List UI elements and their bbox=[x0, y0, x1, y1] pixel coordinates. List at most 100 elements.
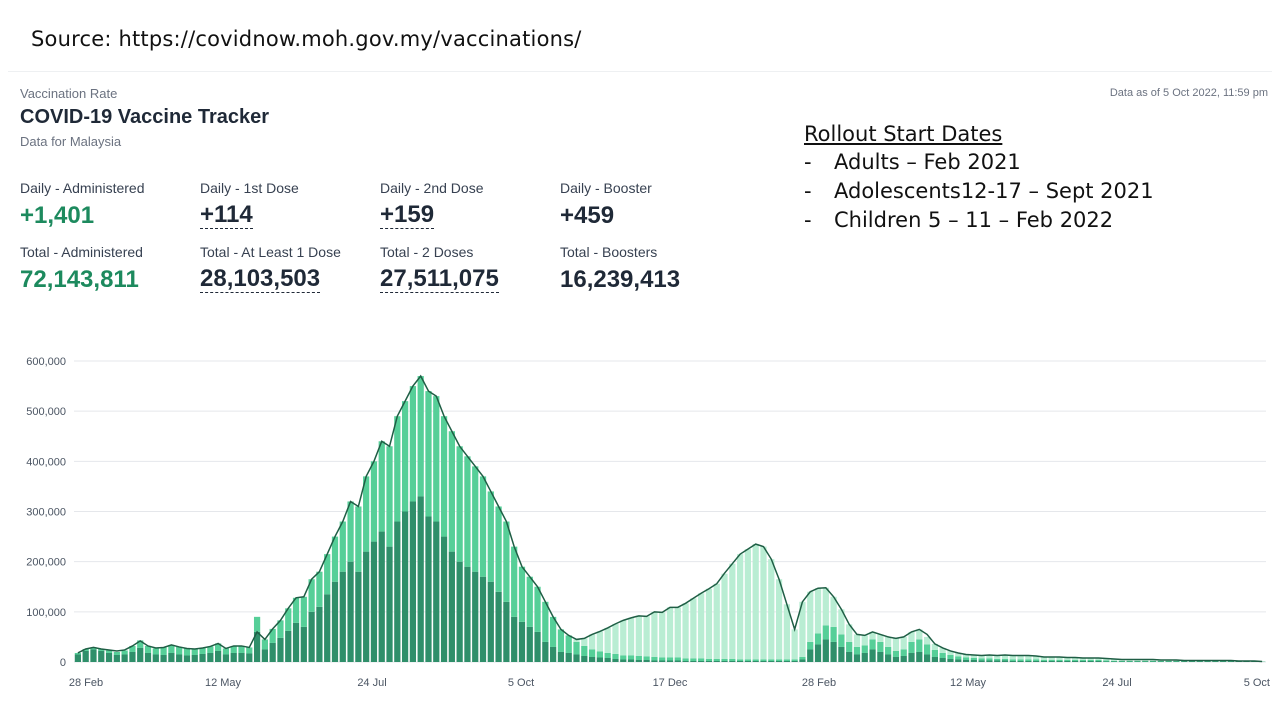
bar-dose2[interactable] bbox=[417, 376, 424, 497]
bar-dose1[interactable] bbox=[1001, 660, 1009, 663]
bar-dose1[interactable] bbox=[1181, 661, 1188, 663]
bar-dose1[interactable] bbox=[1087, 661, 1094, 662]
bar-dose2[interactable] bbox=[518, 566, 526, 622]
bar-dose1[interactable] bbox=[495, 591, 502, 662]
bar-dose1[interactable] bbox=[1048, 661, 1055, 662]
bar-booster[interactable] bbox=[853, 634, 861, 647]
bar-dose1[interactable] bbox=[1204, 661, 1211, 663]
bar-dose2[interactable] bbox=[370, 461, 378, 542]
bar-dose1[interactable] bbox=[1118, 661, 1125, 663]
bar-booster[interactable] bbox=[666, 607, 674, 658]
bar-dose1[interactable] bbox=[1149, 661, 1157, 663]
bar-dose2[interactable] bbox=[479, 476, 487, 577]
bar-dose2[interactable] bbox=[791, 659, 798, 661]
bar-booster[interactable] bbox=[604, 627, 611, 653]
bar-booster[interactable] bbox=[1072, 657, 1079, 660]
bar-dose2[interactable] bbox=[1157, 661, 1164, 662]
bar-dose1[interactable] bbox=[355, 571, 362, 662]
bar-dose1[interactable] bbox=[518, 621, 526, 662]
bar-dose1[interactable] bbox=[417, 496, 424, 662]
bar-dose2[interactable] bbox=[526, 576, 533, 627]
bar-dose2[interactable] bbox=[487, 491, 494, 582]
bar-dose1[interactable] bbox=[300, 626, 307, 662]
bar-dose1[interactable] bbox=[160, 654, 167, 662]
bar-dose1[interactable] bbox=[822, 639, 829, 662]
bar-dose1[interactable] bbox=[253, 631, 261, 662]
bar-dose2[interactable] bbox=[698, 658, 705, 661]
bar-dose1[interactable] bbox=[370, 541, 378, 662]
bar-dose2[interactable] bbox=[347, 501, 354, 562]
bar-booster[interactable] bbox=[838, 609, 845, 635]
bar-dose1[interactable] bbox=[846, 651, 853, 662]
bar-dose2[interactable] bbox=[137, 640, 144, 648]
bar-dose2[interactable] bbox=[503, 521, 510, 602]
bar-booster[interactable] bbox=[791, 629, 798, 660]
bar-dose1[interactable] bbox=[627, 659, 635, 662]
bar-booster[interactable] bbox=[970, 654, 977, 658]
bar-dose2[interactable] bbox=[830, 626, 837, 642]
bar-dose2[interactable] bbox=[822, 625, 829, 640]
bar-dose2[interactable] bbox=[1087, 659, 1094, 661]
bar-booster[interactable] bbox=[908, 631, 915, 642]
bar-dose1[interactable] bbox=[698, 661, 705, 662]
bar-dose1[interactable] bbox=[596, 657, 603, 662]
bar-dose1[interactable] bbox=[916, 651, 923, 662]
bar-dose2[interactable] bbox=[199, 647, 206, 654]
bar-dose2[interactable] bbox=[565, 635, 572, 653]
bar-dose2[interactable] bbox=[285, 608, 292, 631]
bar-dose1[interactable] bbox=[503, 601, 510, 662]
bar-dose2[interactable] bbox=[324, 554, 331, 595]
bar-dose1[interactable] bbox=[292, 622, 300, 662]
bar-dose1[interactable] bbox=[277, 637, 284, 662]
bar-dose2[interactable] bbox=[1173, 661, 1180, 662]
bar-dose1[interactable] bbox=[900, 655, 907, 662]
bar-booster[interactable] bbox=[1001, 654, 1009, 659]
bar-dose1[interactable] bbox=[534, 631, 541, 662]
bar-dose1[interactable] bbox=[511, 616, 518, 662]
bar-dose1[interactable] bbox=[674, 660, 681, 663]
bar-dose1[interactable] bbox=[737, 661, 744, 662]
bar-dose2[interactable] bbox=[448, 431, 455, 552]
bar-booster[interactable] bbox=[877, 634, 884, 642]
bar-booster[interactable] bbox=[962, 654, 970, 658]
bar-booster[interactable] bbox=[994, 655, 1001, 659]
bar-booster[interactable] bbox=[955, 652, 962, 657]
bar-dose2[interactable] bbox=[1056, 659, 1063, 661]
bar-dose1[interactable] bbox=[1227, 661, 1235, 663]
bar-booster[interactable] bbox=[885, 636, 892, 647]
bar-dose2[interactable] bbox=[1126, 661, 1133, 662]
bar-dose1[interactable] bbox=[557, 651, 565, 662]
bar-dose1[interactable] bbox=[550, 646, 557, 662]
bar-dose1[interactable] bbox=[838, 646, 845, 662]
bar-dose2[interactable] bbox=[557, 629, 565, 652]
bar-dose2[interactable] bbox=[713, 658, 720, 661]
bar-booster[interactable] bbox=[1095, 657, 1102, 660]
bar-dose2[interactable] bbox=[129, 645, 136, 652]
bar-booster[interactable] bbox=[596, 631, 603, 652]
bar-dose2[interactable] bbox=[1095, 659, 1102, 661]
bar-dose1[interactable] bbox=[1188, 661, 1196, 663]
bar-dose2[interactable] bbox=[176, 646, 183, 655]
bar-booster[interactable] bbox=[705, 588, 713, 659]
bar-dose2[interactable] bbox=[807, 641, 814, 650]
bar-dose2[interactable] bbox=[425, 391, 432, 517]
bar-booster[interactable] bbox=[1087, 657, 1094, 660]
bar-dose1[interactable] bbox=[409, 501, 417, 662]
bar-dose1[interactable] bbox=[261, 649, 268, 662]
bar-dose1[interactable] bbox=[433, 521, 440, 662]
bar-dose1[interactable] bbox=[487, 581, 494, 662]
bar-dose1[interactable] bbox=[1079, 661, 1087, 662]
bar-booster[interactable] bbox=[869, 631, 876, 640]
bar-dose2[interactable] bbox=[1025, 659, 1032, 661]
bar-dose1[interactable] bbox=[1165, 661, 1172, 663]
bar-dose2[interactable] bbox=[588, 649, 596, 657]
bar-dose1[interactable] bbox=[721, 661, 728, 662]
bar-dose1[interactable] bbox=[74, 654, 82, 662]
bar-dose1[interactable] bbox=[986, 660, 993, 663]
bar-dose1[interactable] bbox=[962, 659, 970, 662]
bar-dose2[interactable] bbox=[1134, 661, 1141, 662]
bar-dose2[interactable] bbox=[916, 639, 923, 652]
bar-dose2[interactable] bbox=[768, 659, 775, 661]
bar-dose1[interactable] bbox=[129, 651, 136, 662]
bar-dose1[interactable] bbox=[729, 661, 736, 662]
